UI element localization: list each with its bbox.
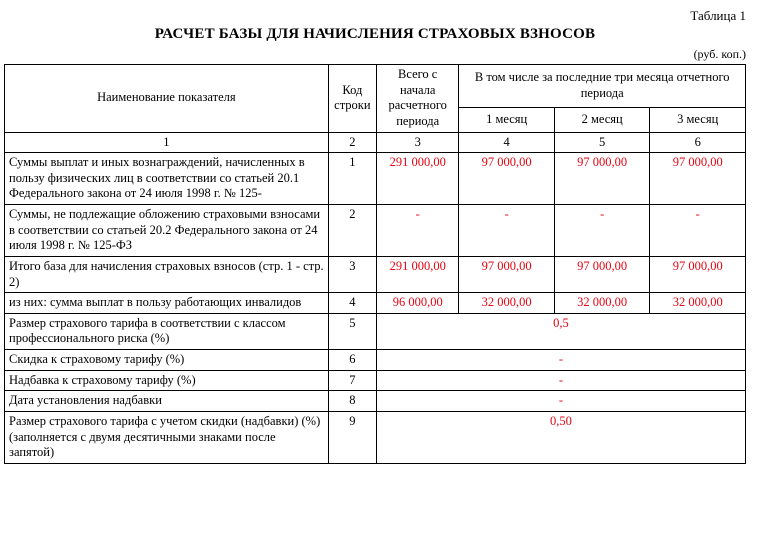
cell-name: Суммы выплат и иных вознаграждений, начи… [5, 153, 329, 205]
cell-name: Скидка к страховому тарифу (%) [5, 350, 329, 371]
col-num-5: 5 [554, 132, 650, 153]
cell-m3: 97 000,00 [650, 256, 746, 292]
cell-name: Размер страхового тарифа в соответствии … [5, 313, 329, 349]
cell-code: 1 [328, 153, 376, 205]
col-header-total: Всего с начала расчетного периода [376, 65, 458, 133]
cell-name: Итого база для начисления страховых взно… [5, 256, 329, 292]
cell-m1: 97 000,00 [459, 256, 555, 292]
col-num-4: 4 [459, 132, 555, 153]
cell-span: - [376, 370, 745, 391]
col-header-m3: 3 месяц [650, 108, 746, 132]
table-row: Дата установления надбавки 8 - [5, 391, 746, 412]
cell-span: 0,50 [376, 411, 745, 463]
cell-name: Надбавка к страховому тарифу (%) [5, 370, 329, 391]
units-label: (руб. коп.) [4, 47, 746, 62]
cell-m2: - [554, 205, 650, 257]
cell-m2: 32 000,00 [554, 293, 650, 314]
cell-code: 9 [328, 411, 376, 463]
table-row: Размер страхового тарифа с учетом скидки… [5, 411, 746, 463]
cell-m1: - [459, 205, 555, 257]
cell-m2: 97 000,00 [554, 153, 650, 205]
col-header-code: Код строки [328, 65, 376, 133]
table-row: Надбавка к страховому тарифу (%) 7 - [5, 370, 746, 391]
cell-total: - [376, 205, 458, 257]
cell-span: - [376, 391, 745, 412]
cell-code: 7 [328, 370, 376, 391]
col-header-m1: 1 месяц [459, 108, 555, 132]
table-body: Суммы выплат и иных вознаграждений, начи… [5, 153, 746, 464]
table-row: Суммы выплат и иных вознаграждений, начи… [5, 153, 746, 205]
cell-code: 6 [328, 350, 376, 371]
col-num-1: 1 [5, 132, 329, 153]
col-num-3: 3 [376, 132, 458, 153]
cell-m3: - [650, 205, 746, 257]
cell-m1: 97 000,00 [459, 153, 555, 205]
cell-name: из них: сумма выплат в пользу работающих… [5, 293, 329, 314]
page-title: РАСЧЕТ БАЗЫ ДЛЯ НАЧИСЛЕНИЯ СТРАХОВЫХ ВЗН… [4, 26, 746, 43]
cell-code: 2 [328, 205, 376, 257]
cell-m3: 32 000,00 [650, 293, 746, 314]
cell-span: 0,5 [376, 313, 745, 349]
cell-code: 4 [328, 293, 376, 314]
cell-span: - [376, 350, 745, 371]
cell-m1: 32 000,00 [459, 293, 555, 314]
table-row: Размер страхового тарифа в соответствии … [5, 313, 746, 349]
cell-name: Дата установления надбавки [5, 391, 329, 412]
col-header-m2: 2 месяц [554, 108, 650, 132]
cell-name: Размер страхового тарифа с учетом скидки… [5, 411, 329, 463]
table-row: Скидка к страховому тарифу (%) 6 - [5, 350, 746, 371]
cell-total: 291 000,00 [376, 153, 458, 205]
col-num-6: 6 [650, 132, 746, 153]
cell-m3: 97 000,00 [650, 153, 746, 205]
calc-table: Наименование показателя Код строки Всего… [4, 64, 746, 464]
cell-total: 291 000,00 [376, 256, 458, 292]
table-row: Суммы, не подлежащие обложению страховым… [5, 205, 746, 257]
table-row: из них: сумма выплат в пользу работающих… [5, 293, 746, 314]
cell-code: 3 [328, 256, 376, 292]
table-label: Таблица 1 [4, 8, 746, 24]
cell-m2: 97 000,00 [554, 256, 650, 292]
cell-total: 96 000,00 [376, 293, 458, 314]
cell-code: 5 [328, 313, 376, 349]
cell-name: Суммы, не подлежащие обложению страховым… [5, 205, 329, 257]
table-row: Итого база для начисления страховых взно… [5, 256, 746, 292]
col-header-last3: В том числе за последние три месяца отче… [459, 65, 746, 108]
col-num-2: 2 [328, 132, 376, 153]
col-header-name: Наименование показателя [5, 65, 329, 133]
cell-code: 8 [328, 391, 376, 412]
